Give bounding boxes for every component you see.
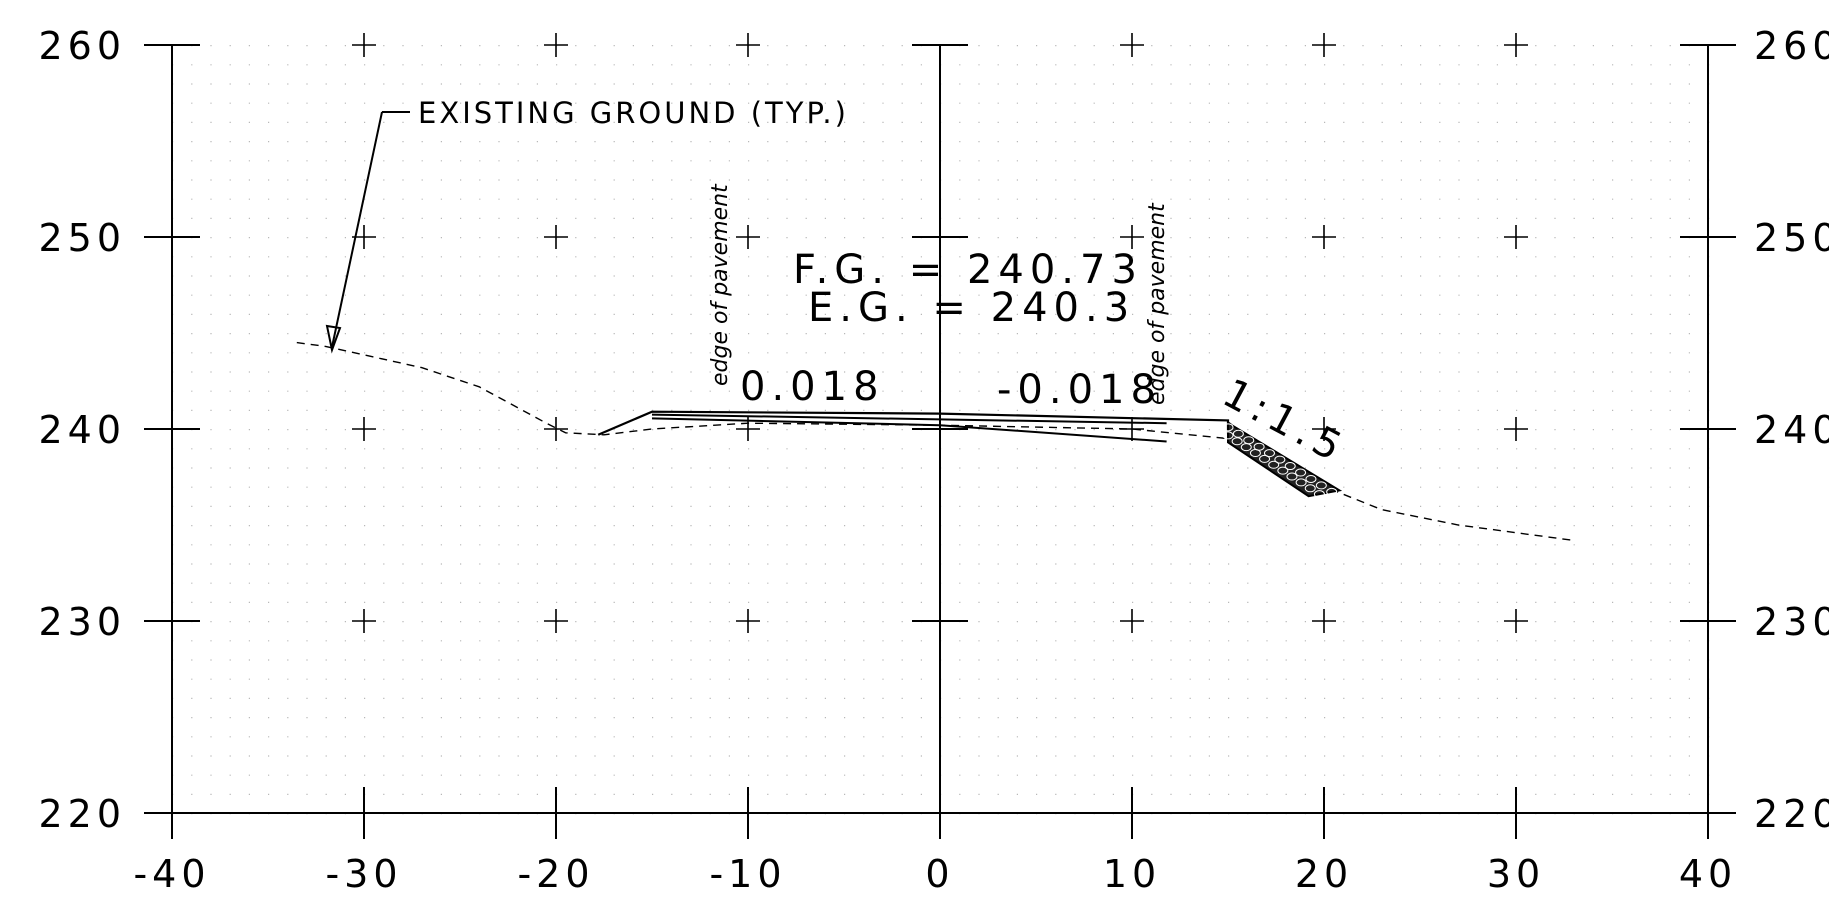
y-tick-label-left: 260 xyxy=(38,24,126,68)
riprap-stone xyxy=(1222,431,1234,440)
grid-crosses xyxy=(352,33,1528,633)
grid-cross xyxy=(1120,225,1144,249)
y-tick-label-left: 240 xyxy=(38,408,126,452)
riprap-stone xyxy=(1222,423,1234,432)
riprap-stone xyxy=(1326,487,1338,496)
right-slope-label: -0.018 xyxy=(997,367,1162,413)
grid-cross xyxy=(1504,225,1528,249)
x-tick-label: -30 xyxy=(325,852,402,896)
y-tick-label-right: 220 xyxy=(1754,792,1829,836)
pavement-bottom-line xyxy=(651,417,1167,443)
x-tick-label: 30 xyxy=(1487,852,1545,896)
grid-cross xyxy=(1504,33,1528,57)
tick-labels: 260260250250240240230230220220-40-30-20-… xyxy=(38,24,1829,896)
riprap-stone xyxy=(1232,429,1244,438)
riprap-stone xyxy=(1277,466,1289,475)
grid-cross xyxy=(544,417,568,441)
riprap-stone xyxy=(1263,449,1275,458)
axes-frame xyxy=(144,44,1736,839)
finished-grade-line xyxy=(597,410,1312,496)
x-tick-label: 20 xyxy=(1295,852,1353,896)
riprap-stone xyxy=(1315,481,1327,490)
x-tick-label: -40 xyxy=(133,852,210,896)
riprap-stone xyxy=(1286,472,1298,481)
grid-cross xyxy=(1504,609,1528,633)
leader-arrowhead-icon xyxy=(325,324,342,354)
grid-cross xyxy=(544,609,568,633)
grid-cross xyxy=(352,609,376,633)
y-tick-label-left: 230 xyxy=(38,600,126,644)
grid-cross xyxy=(1312,225,1336,249)
riprap-stone xyxy=(1305,474,1317,483)
grid-cross xyxy=(1504,417,1528,441)
grid-cross xyxy=(1312,609,1336,633)
riprap-stone xyxy=(1304,484,1316,493)
x-tick-label: -10 xyxy=(709,852,786,896)
x-tick-label: 0 xyxy=(925,852,954,896)
y-tick-label-right: 240 xyxy=(1754,408,1829,452)
existing-ground-line xyxy=(296,341,1574,542)
grid-cross xyxy=(1120,33,1144,57)
grid-cross xyxy=(1312,417,1336,441)
grid-cross xyxy=(1120,609,1144,633)
y-tick-label-left: 220 xyxy=(38,792,126,836)
riprap-stone xyxy=(1268,460,1280,469)
left-slope-label: 0.018 xyxy=(740,364,885,410)
grid-cross xyxy=(736,225,760,249)
riprap-stone xyxy=(1259,454,1271,463)
grid-cross xyxy=(736,609,760,633)
y-tick-label-left: 250 xyxy=(38,216,126,260)
riprap-stone xyxy=(1313,490,1325,499)
riprap-stone xyxy=(1284,462,1296,471)
section-geometry xyxy=(296,341,1574,542)
grid-cross xyxy=(544,33,568,57)
riprap-stone xyxy=(1249,449,1261,458)
eg-label: E.G. = 240.3 xyxy=(808,285,1135,331)
x-tick-label: 10 xyxy=(1103,852,1161,896)
riprap-stone xyxy=(1274,455,1286,464)
x-tick-label: -20 xyxy=(517,852,594,896)
grid-cross xyxy=(1312,33,1336,57)
grid-cross xyxy=(352,417,376,441)
annotations: EXISTING GROUND (TYP.) F.G. = 240.73 E.G… xyxy=(325,96,1354,473)
existing-ground-label: EXISTING GROUND (TYP.) xyxy=(418,96,849,130)
pavement-top-line xyxy=(651,413,1167,425)
edge-of-pavement-right: edge of pavement xyxy=(1145,202,1170,405)
fg-label: F.G. = 240.73 xyxy=(793,247,1143,293)
riprap-stone xyxy=(1231,437,1243,446)
riprap-stone xyxy=(1295,468,1307,477)
y-tick-label-right: 260 xyxy=(1754,24,1829,68)
y-tick-label-right: 230 xyxy=(1754,600,1829,644)
x-tick-label: 40 xyxy=(1679,852,1737,896)
existing-ground-leader-arrow xyxy=(331,111,383,348)
grid-cross xyxy=(544,225,568,249)
edge-of-pavement-left: edge of pavement xyxy=(708,183,733,386)
riprap-stone xyxy=(1295,478,1307,487)
grid-cross xyxy=(352,33,376,57)
riprap-stone xyxy=(1240,443,1252,452)
y-tick-label-right: 250 xyxy=(1754,216,1829,260)
grid-cross xyxy=(736,33,760,57)
